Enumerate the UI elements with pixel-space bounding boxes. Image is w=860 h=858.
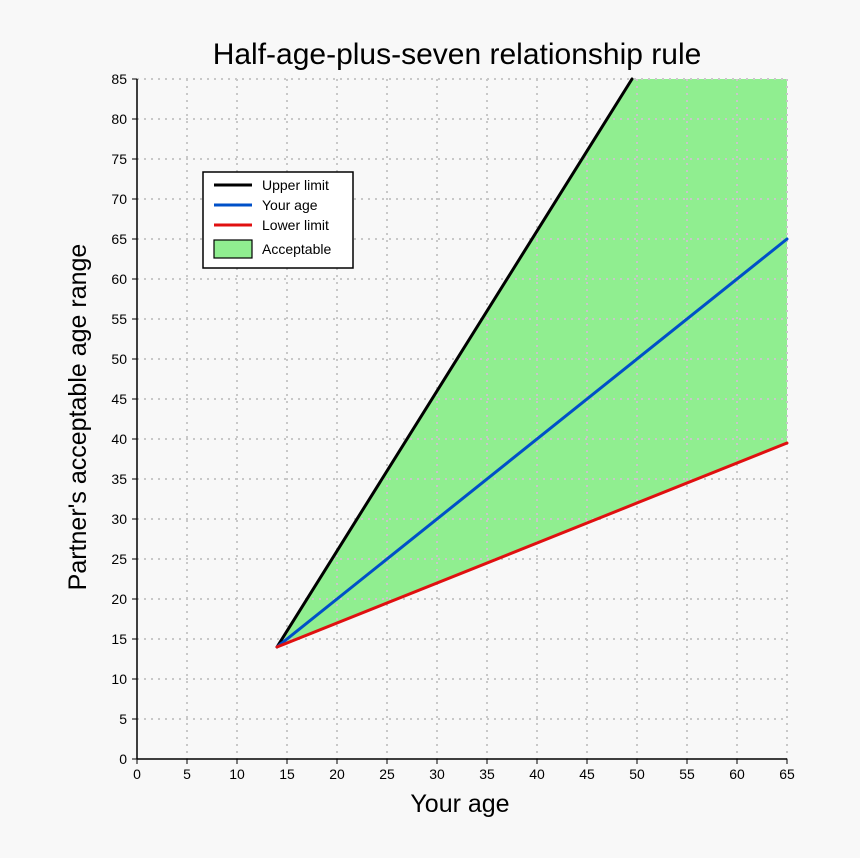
y-tick-label: 50 [111,351,127,367]
x-axis-label: Your age [410,790,509,818]
x-tick-label: 30 [429,766,445,782]
y-axis-label: Partner's acceptable age range [64,244,92,591]
y-tick-label: 75 [111,151,127,167]
legend-label: Acceptable [262,241,331,257]
area-layer [277,79,787,647]
legend-label: Your age [262,197,318,213]
legend: Upper limit Your age Lower limit Acceptable [202,171,354,269]
x-tick-label: 40 [529,766,545,782]
x-tick-label: 5 [183,766,191,782]
x-tick-label: 50 [629,766,645,782]
y-tick-label: 85 [111,71,127,87]
x-tick-label: 25 [379,766,395,782]
y-tick-label: 70 [111,191,127,207]
x-tick-label: 35 [479,766,495,782]
x-tick-label: 45 [579,766,595,782]
x-tick-label: 10 [229,766,245,782]
y-tick-label: 45 [111,391,127,407]
legend-label: Lower limit [262,217,329,233]
x-tick-label: 20 [329,766,345,782]
x-tick-label: 60 [729,766,745,782]
x-tick-label: 55 [679,766,695,782]
y-tick-label: 40 [111,431,127,447]
y-tick-label: 5 [119,711,127,727]
y-tick-label: 15 [111,631,127,647]
axes-layer [136,79,787,760]
series-line-upper-limit [275,77,634,649]
series-layer [275,77,789,649]
x-tick-label: 65 [779,766,795,782]
y-tick-label: 0 [119,751,127,767]
x-tick-label: 15 [279,766,295,782]
y-tick-label: 55 [111,311,127,327]
y-tick-label: 65 [111,231,127,247]
y-tick-label: 35 [111,471,127,487]
series-line-your-age [275,237,789,649]
y-tick-label: 10 [111,671,127,687]
legend-swatch-area [213,239,253,259]
legend-items: Upper limit Your age Lower limit Acceptable [213,177,331,259]
y-tick-label: 30 [111,511,127,527]
legend-label: Upper limit [262,177,329,193]
acceptable-area [277,79,787,647]
y-tick-label: 60 [111,271,127,287]
y-tick-label: 80 [111,111,127,127]
chart-title: Half-age-plus-seven relationship rule [213,38,702,71]
y-tick-label: 20 [111,591,127,607]
ticks-layer: 0 5 10 15 20 25 30 35 40 45 50 55 60 65 0 5 10 15 20 25 30 35… [111,71,795,782]
y-tick-label: 25 [111,551,127,567]
series-line-lower-limit [275,441,789,649]
x-tick-label: 0 [133,766,141,782]
